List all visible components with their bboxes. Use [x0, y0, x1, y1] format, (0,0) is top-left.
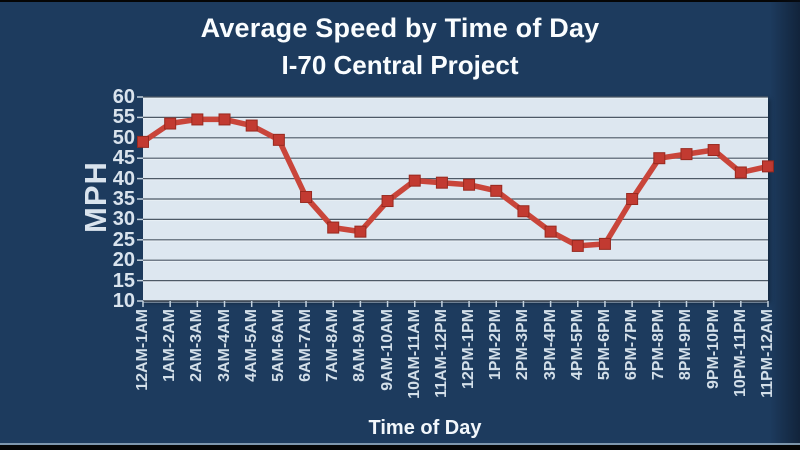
x-tick-label: 1AM-2AM [161, 309, 179, 382]
x-tick-label: 6AM-7AM [297, 309, 315, 382]
x-tick-label: 7PM-8PM [650, 309, 668, 381]
data-point-marker [653, 152, 666, 165]
x-tick-label: 3PM-4PM [541, 309, 559, 381]
data-point-marker [300, 190, 313, 203]
x-tick-label: 9PM-10PM [704, 309, 722, 390]
bottom-edge-highlight [0, 443, 800, 445]
data-point-marker [463, 178, 476, 191]
x-tick-label: 2PM-3PM [514, 309, 532, 381]
data-point-marker [164, 117, 177, 130]
x-tick-label: 2AM-3AM [188, 309, 206, 382]
data-point-marker [218, 113, 231, 126]
data-point-marker [381, 195, 394, 208]
y-tick-label: 35 [112, 188, 135, 210]
bottom-letterbox-bar [0, 445, 800, 450]
data-point-marker [490, 184, 503, 197]
data-point-marker [517, 205, 530, 218]
x-tick-label: 4AM-5AM [242, 309, 260, 382]
data-point-marker [272, 133, 285, 146]
y-axis-title: MPH [78, 161, 113, 233]
x-tick-label: 8AM-9AM [351, 309, 369, 382]
x-tick-label: 12AM-1AM [134, 309, 151, 391]
data-point-marker [408, 174, 421, 187]
chart-subtitle: I-70 Central Project [281, 50, 519, 80]
y-tick-label: 25 [112, 228, 135, 251]
data-point-marker [707, 144, 720, 157]
data-point-marker [680, 148, 693, 161]
data-point-marker [354, 225, 367, 238]
y-tick-label: 20 [112, 249, 135, 272]
data-point-marker [544, 225, 557, 238]
y-tick-label: 10 [112, 290, 135, 312]
x-tick-label: 10PM-11PM [731, 309, 749, 398]
y-tick-label: 55 [112, 106, 135, 129]
data-point-marker [137, 135, 149, 148]
data-point-marker [598, 237, 611, 250]
top-letterbox-bar [0, 0, 800, 2]
data-point-marker [626, 193, 639, 205]
x-tick-label: 7AM-8AM [324, 309, 342, 382]
y-tick-label: 40 [112, 167, 135, 190]
y-tick-label: 45 [112, 147, 135, 170]
data-point-marker [571, 239, 584, 252]
x-tick-label: 10AM-11AM [405, 309, 423, 399]
data-point-marker [191, 113, 204, 126]
right-edge-shading [770, 0, 800, 450]
x-tick-label: 4PM-5PM [568, 309, 586, 381]
x-tick-label: 11AM-12PM [432, 309, 450, 398]
data-point-marker [435, 176, 448, 189]
y-tick-label: 50 [112, 126, 135, 149]
x-tick-label: 1PM-2PM [487, 309, 505, 381]
data-point-marker [327, 221, 340, 234]
y-tick-label: 60 [112, 86, 135, 108]
x-tick-label: 3AM-4AM [215, 309, 233, 382]
y-tick-label: 15 [112, 269, 135, 292]
data-point-marker [734, 166, 747, 179]
x-tick-label: 5AM-6AM [269, 309, 287, 382]
data-point-marker [245, 119, 258, 132]
chart-title: Average Speed by Time of Day [200, 13, 600, 43]
x-tick-label: 9AM-10AM [378, 309, 396, 391]
x-tick-label: 8PM-9PM [677, 309, 695, 381]
x-axis-title: Time of Day [368, 417, 482, 439]
x-tick-label: 5PM-6PM [595, 309, 613, 381]
y-tick-label: 30 [112, 208, 135, 231]
x-tick-label: 6PM-7PM [623, 309, 641, 381]
x-tick-label: 12PM-1PM [460, 309, 478, 390]
